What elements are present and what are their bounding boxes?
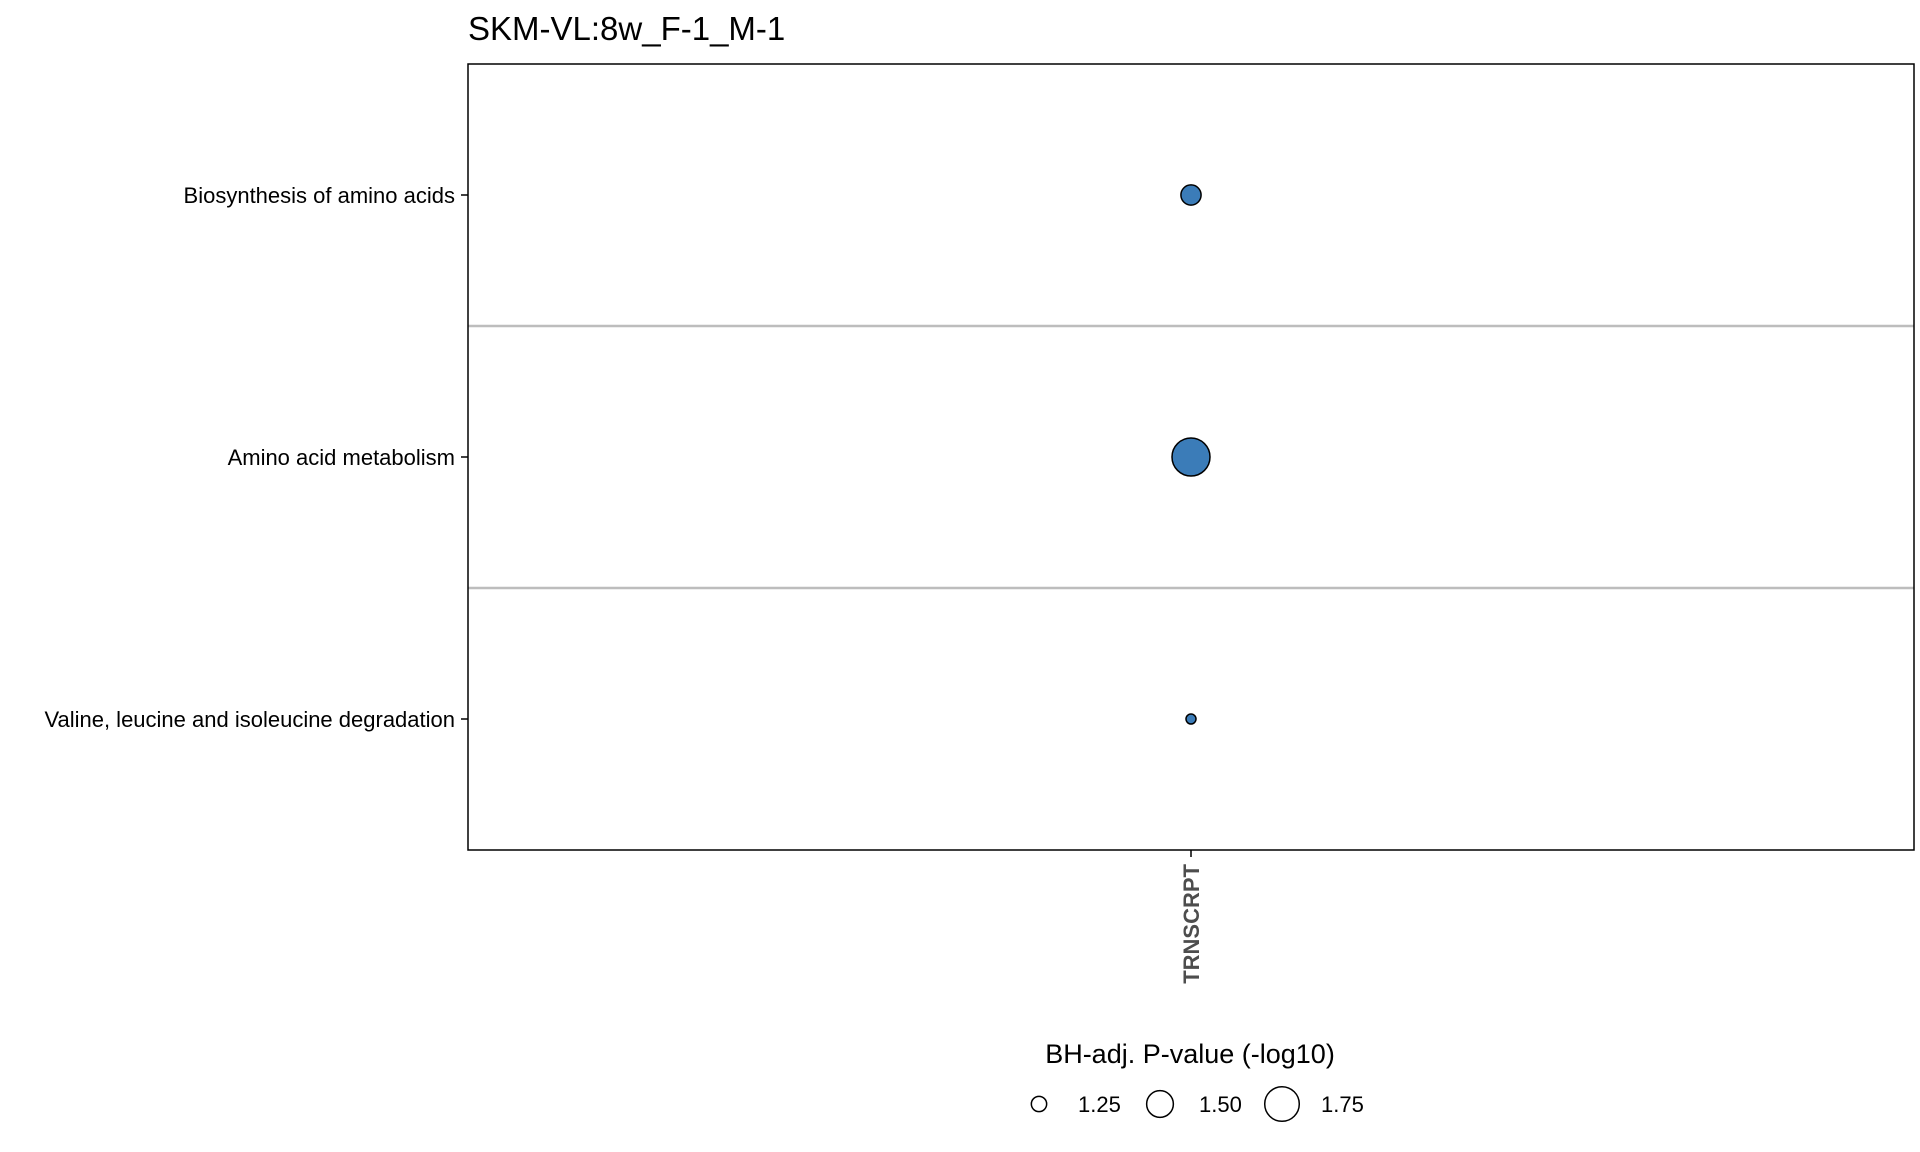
data-point	[1171, 437, 1211, 477]
size-legend: BH-adj. P-value (-log10) 1.25 1.50 1.75	[1030, 1039, 1364, 1123]
legend-title: BH-adj. P-value (-log10)	[1045, 1039, 1335, 1069]
legend-key-circle	[1030, 1095, 1048, 1113]
chart-title: SKM-VL:8w_F-1_M-1	[468, 10, 785, 47]
row-separators	[468, 324, 1914, 590]
legend-key-label: 1.75	[1321, 1092, 1364, 1117]
x-tick-label: TRNSCRPT	[1179, 863, 1204, 983]
legend-key-label: 1.50	[1199, 1092, 1242, 1117]
y-axis: Biosynthesis of amino acids Amino acid me…	[44, 183, 468, 732]
legend-key-label: 1.25	[1078, 1092, 1121, 1117]
y-tick-label: Biosynthesis of amino acids	[184, 183, 455, 208]
data-point	[1180, 184, 1202, 206]
data-point	[1185, 713, 1197, 725]
legend-key-circle	[1145, 1089, 1175, 1119]
y-tick-label: Amino acid metabolism	[228, 445, 455, 470]
x-axis: TRNSCRPT	[1179, 850, 1204, 984]
y-tick-label: Valine, leucine and isoleucine degradati…	[44, 707, 455, 732]
data-points	[1171, 184, 1211, 725]
legend-keys: 1.25 1.50 1.75	[1030, 1085, 1364, 1123]
legend-key-circle	[1263, 1085, 1301, 1123]
